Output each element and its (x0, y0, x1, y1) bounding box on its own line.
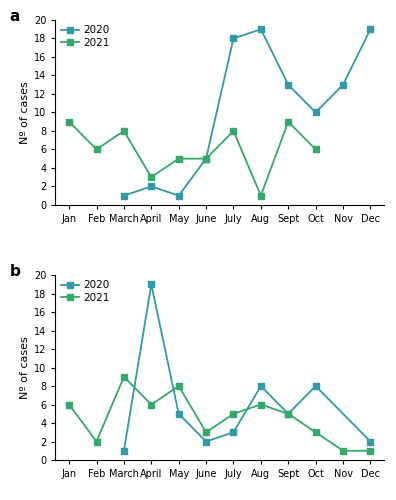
Legend: 2020, 2021: 2020, 2021 (59, 278, 112, 305)
2020 (286, 411, 291, 417)
2021 (204, 430, 208, 436)
2021 (149, 174, 154, 180)
2020 (176, 411, 181, 417)
2020 (231, 430, 236, 436)
2020 (313, 383, 318, 389)
2020 (122, 448, 126, 454)
Text: b: b (10, 264, 20, 279)
2020 (149, 184, 154, 190)
2020 (368, 438, 373, 444)
2021 (149, 402, 154, 407)
2020 (341, 82, 345, 87)
Line: 2020: 2020 (121, 282, 373, 454)
2020 (313, 110, 318, 116)
2021 (67, 118, 72, 124)
2020 (368, 26, 373, 32)
2021 (122, 128, 126, 134)
2021 (122, 374, 126, 380)
2021 (313, 430, 318, 436)
2020 (204, 438, 208, 444)
2021 (176, 383, 181, 389)
Line: 2021: 2021 (67, 374, 373, 454)
2021 (368, 448, 373, 454)
Text: a: a (10, 9, 20, 24)
2020 (204, 156, 208, 162)
2021 (286, 118, 291, 124)
2021 (67, 402, 72, 407)
2021 (231, 128, 236, 134)
Line: 2020: 2020 (121, 26, 373, 198)
2020 (259, 383, 263, 389)
Y-axis label: Nº of cases: Nº of cases (20, 336, 30, 399)
2021 (259, 192, 263, 198)
2021 (176, 156, 181, 162)
Legend: 2020, 2021: 2020, 2021 (59, 23, 112, 50)
2021 (94, 146, 99, 152)
2021 (313, 146, 318, 152)
2021 (94, 438, 99, 444)
2021 (286, 411, 291, 417)
2021 (341, 448, 345, 454)
2020 (149, 282, 154, 288)
2021 (231, 411, 236, 417)
2020 (122, 192, 126, 198)
2020 (176, 192, 181, 198)
Y-axis label: Nº of cases: Nº of cases (20, 81, 30, 144)
2021 (259, 402, 263, 407)
2021 (204, 156, 208, 162)
2020 (231, 36, 236, 42)
2020 (259, 26, 263, 32)
Line: 2021: 2021 (67, 119, 318, 198)
2020 (286, 82, 291, 87)
